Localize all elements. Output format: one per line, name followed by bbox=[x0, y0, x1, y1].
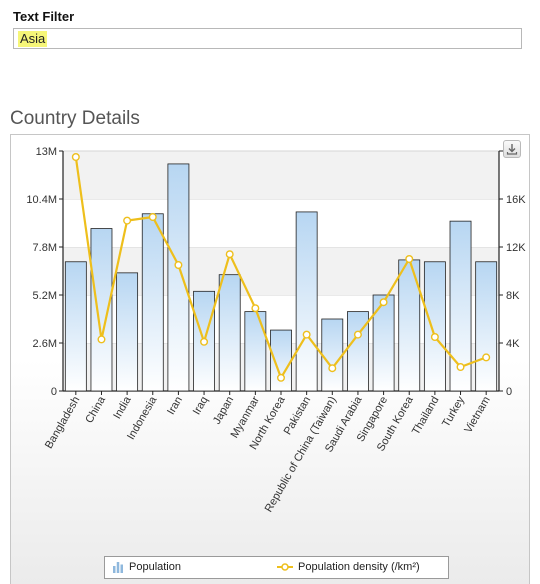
point-population-density bbox=[328, 364, 337, 373]
y-right-tick-label: 4K bbox=[506, 338, 520, 350]
download-icon bbox=[506, 144, 518, 155]
y-right-tick-label: 16K bbox=[506, 194, 526, 206]
point-population-density bbox=[174, 260, 183, 269]
y-left-tick-label: 2.6M bbox=[33, 338, 57, 350]
bar-population bbox=[475, 261, 498, 392]
y-left-tick-label: 7.8M bbox=[33, 242, 57, 254]
bar-population bbox=[295, 211, 318, 392]
point-population-density bbox=[379, 298, 388, 307]
text-filter-label: Text Filter bbox=[13, 9, 75, 24]
bar-chart-icon bbox=[113, 562, 123, 573]
bar-population bbox=[218, 274, 241, 392]
x-category-label: Japan bbox=[211, 395, 236, 427]
bar-population bbox=[423, 261, 446, 392]
legend-item-population-density[interactable]: Population density (/km²) bbox=[277, 561, 420, 573]
point-population-density bbox=[71, 153, 80, 162]
y-left-tick-label: 0 bbox=[51, 386, 57, 398]
bar-population bbox=[167, 163, 190, 392]
x-category-label: Iran bbox=[165, 395, 185, 417]
point-population-density bbox=[148, 212, 157, 221]
export-button[interactable] bbox=[503, 140, 521, 158]
y-left-tick-label: 10.4M bbox=[26, 194, 57, 206]
grid-band bbox=[63, 199, 499, 247]
chart-legend: Population Population density (/km²) bbox=[104, 556, 449, 579]
legend-label-population: Population bbox=[129, 561, 181, 573]
point-population-density bbox=[277, 373, 286, 382]
point-population-density bbox=[302, 330, 311, 339]
y-right-tick-label: 12K bbox=[506, 242, 526, 254]
point-population-density bbox=[225, 250, 234, 259]
point-population-density bbox=[97, 335, 106, 344]
y-right-tick-label: 0 bbox=[506, 386, 512, 398]
point-population-density bbox=[482, 353, 491, 362]
y-left-tick-label: 13M bbox=[36, 146, 57, 158]
grid-band bbox=[63, 151, 499, 199]
y-right-tick-label: 8K bbox=[506, 290, 520, 302]
x-category-label: Iraq bbox=[191, 395, 211, 417]
bar-population bbox=[372, 294, 395, 392]
text-filter-value: Asia bbox=[18, 31, 48, 47]
legend-item-population[interactable]: Population bbox=[112, 561, 181, 573]
x-category-label: China bbox=[83, 394, 108, 426]
point-population-density bbox=[251, 304, 260, 313]
bar-population bbox=[347, 311, 369, 392]
legend-label-population-density: Population density (/km²) bbox=[298, 561, 420, 573]
x-category-label: Turkey bbox=[440, 394, 467, 429]
bar-population bbox=[321, 318, 344, 392]
point-population-density bbox=[430, 332, 439, 341]
bar-population bbox=[244, 311, 267, 392]
point-population-density bbox=[200, 337, 209, 346]
y-left-tick-label: 5.2M bbox=[33, 290, 57, 302]
point-population-density bbox=[123, 216, 132, 225]
bar-population bbox=[116, 272, 139, 392]
x-category-label: Bangladesh bbox=[43, 395, 82, 451]
point-population-density bbox=[405, 254, 414, 263]
point-population-density bbox=[456, 362, 465, 371]
x-category-label: India bbox=[111, 394, 134, 421]
text-filter-input[interactable]: Asia bbox=[13, 28, 522, 49]
point-population-density bbox=[353, 330, 362, 339]
bar-population bbox=[64, 261, 87, 392]
bar-population bbox=[141, 213, 164, 392]
section-title: Country Details bbox=[10, 108, 140, 129]
line-marker-icon bbox=[277, 563, 293, 571]
